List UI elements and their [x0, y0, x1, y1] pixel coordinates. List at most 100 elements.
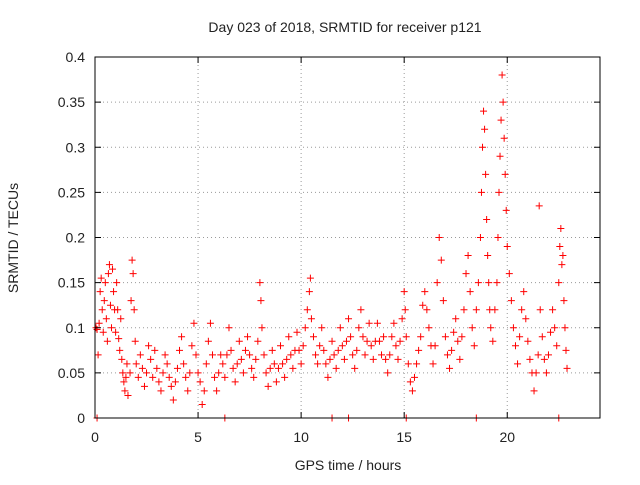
data-point — [538, 333, 546, 341]
data-point — [110, 288, 118, 296]
data-point — [540, 355, 548, 363]
data-point — [544, 351, 552, 359]
data-point — [496, 152, 504, 160]
data-point — [502, 206, 510, 214]
data-point — [128, 256, 136, 264]
data-point — [126, 369, 134, 377]
data-point — [556, 243, 564, 251]
data-point — [105, 261, 113, 269]
data-point — [489, 337, 497, 345]
data-point — [96, 288, 104, 296]
data-point — [328, 337, 336, 345]
data-point — [287, 351, 295, 359]
data-point — [499, 98, 507, 106]
data-point — [557, 224, 565, 232]
data-point — [303, 306, 311, 314]
data-point — [272, 378, 280, 386]
data-point — [520, 288, 528, 296]
data-point — [365, 319, 373, 327]
data-point — [400, 288, 408, 296]
data-point — [219, 360, 227, 368]
data-point — [316, 342, 324, 350]
data-point — [332, 364, 340, 372]
data-point — [562, 346, 570, 354]
data-point — [535, 202, 543, 210]
data-point — [534, 351, 542, 359]
data-point — [188, 342, 196, 350]
data-point — [194, 369, 202, 377]
data-point — [138, 364, 146, 372]
data-point — [501, 170, 509, 178]
data-point — [443, 351, 451, 359]
y-axis-label: SRMTID / TECUs — [5, 183, 21, 293]
data-point — [225, 324, 233, 332]
data-point — [561, 324, 569, 332]
data-point — [256, 279, 264, 287]
data-point — [268, 346, 276, 354]
data-point — [542, 369, 550, 377]
data-point — [99, 328, 107, 336]
data-point — [264, 382, 272, 390]
data-point — [560, 297, 568, 305]
data-point — [384, 369, 392, 377]
data-point — [250, 373, 258, 381]
data-point — [392, 342, 400, 350]
data-point — [456, 355, 464, 363]
y-tick-label: 0.25 — [58, 184, 85, 200]
data-point — [297, 360, 305, 368]
data-point — [382, 355, 390, 363]
data-point — [555, 279, 563, 287]
data-point — [248, 364, 256, 372]
data-point — [484, 252, 492, 260]
data-point — [104, 270, 112, 278]
data-point — [480, 107, 488, 115]
data-point — [482, 170, 490, 178]
data-point — [493, 279, 501, 287]
x-tick-label: 10 — [293, 429, 309, 445]
data-point — [165, 373, 173, 381]
data-point — [239, 369, 247, 377]
data-point — [355, 324, 363, 332]
data-point — [359, 333, 367, 341]
data-point — [476, 234, 484, 241]
data-point — [270, 360, 278, 368]
data-point — [388, 333, 396, 341]
x-tick-label: 20 — [499, 429, 515, 445]
data-point — [320, 346, 328, 354]
data-point — [558, 261, 566, 269]
data-point — [118, 355, 126, 363]
data-point — [134, 373, 142, 381]
data-point — [106, 301, 114, 309]
data-point — [241, 346, 249, 354]
data-point — [547, 328, 555, 336]
data-point — [559, 252, 567, 260]
data-point — [190, 319, 198, 327]
data-point — [235, 337, 243, 345]
data-point — [563, 364, 571, 372]
data-point — [439, 297, 447, 305]
data-point — [289, 364, 297, 372]
data-point — [143, 369, 151, 377]
data-point — [398, 315, 406, 323]
data-point — [101, 279, 109, 287]
data-point — [347, 333, 355, 341]
data-point — [200, 387, 208, 395]
data-point — [103, 337, 111, 345]
data-point — [124, 391, 132, 399]
data-point — [386, 351, 394, 359]
data-point — [454, 337, 462, 345]
data-point — [119, 369, 127, 377]
data-point — [198, 400, 206, 408]
data-point — [279, 360, 287, 368]
data-point — [357, 306, 365, 314]
data-point — [277, 342, 285, 350]
y-tick-label: 0.3 — [66, 139, 86, 155]
data-point — [487, 324, 495, 332]
data-point — [553, 342, 561, 350]
data-point — [266, 364, 274, 372]
data-point — [330, 351, 338, 359]
data-point — [136, 351, 144, 359]
data-point — [526, 355, 534, 363]
data-point — [431, 342, 439, 350]
data-point — [481, 125, 489, 133]
